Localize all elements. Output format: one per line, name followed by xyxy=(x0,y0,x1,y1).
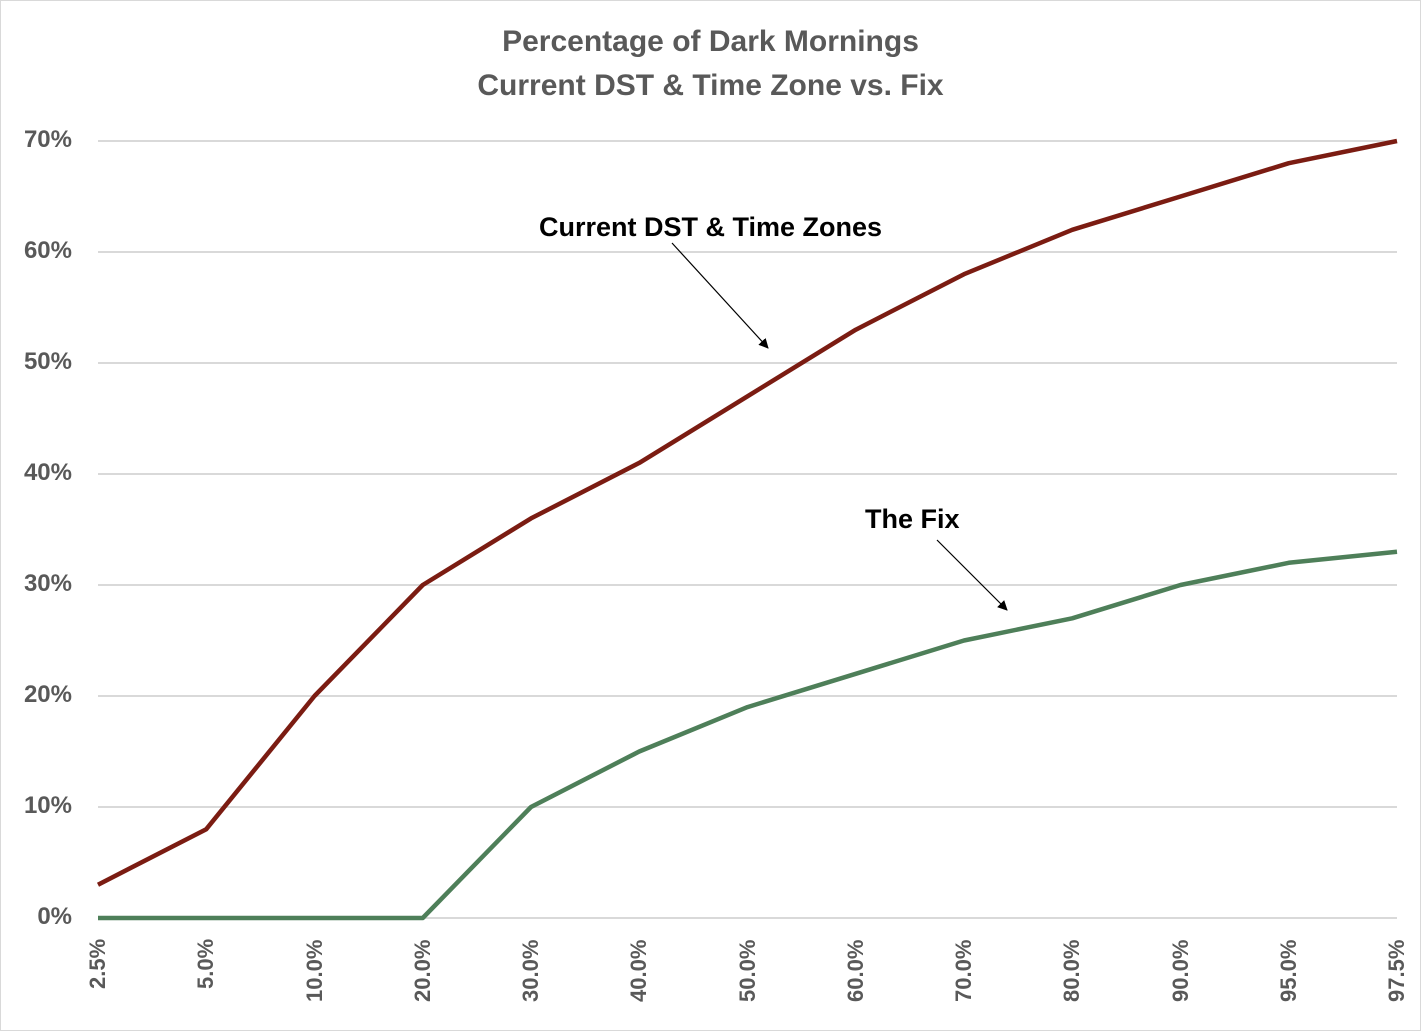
gridlines xyxy=(98,140,1397,919)
y-tick-label: 10% xyxy=(23,792,72,819)
annotation-arrow-fix xyxy=(936,539,1008,611)
y-tick-label: 60% xyxy=(23,237,72,264)
x-tick-label: 90.0% xyxy=(1167,939,1193,1002)
chart-title: Percentage of Dark Mornings xyxy=(502,25,919,58)
x-tick-label: 97.5% xyxy=(1384,939,1409,1002)
annotation-current-dst: Current DST & Time Zones xyxy=(539,212,883,242)
y-tick-label: 50% xyxy=(23,348,72,375)
annotation-arrow-current xyxy=(671,242,769,349)
x-tick-label: 60.0% xyxy=(842,939,868,1002)
y-tick-label: 70% xyxy=(23,126,72,153)
y-tick-label: 30% xyxy=(23,570,72,597)
annotation-the-fix: The Fix xyxy=(865,504,960,534)
y-tick-label: 40% xyxy=(23,459,72,486)
series-line xyxy=(98,549,1398,921)
series-lines xyxy=(96,138,1398,921)
x-tick-label: 70.0% xyxy=(951,939,976,1002)
series-line xyxy=(96,138,1398,887)
x-tick-label: 50.0% xyxy=(734,939,760,1002)
x-tick-label: 95.0% xyxy=(1275,939,1301,1002)
x-tick-label: 40.0% xyxy=(626,939,652,1002)
x-tick-label: 30.0% xyxy=(518,939,543,1002)
x-tick-label: 20.0% xyxy=(409,939,435,1002)
x-tick-label: 80.0% xyxy=(1059,939,1085,1002)
x-tick-label: 2.5% xyxy=(85,938,110,989)
chart-subtitle: Current DST & Time Zone vs. Fix xyxy=(477,69,944,102)
y-tick-label: 20% xyxy=(23,681,72,708)
x-tick-label: 10.0% xyxy=(301,939,327,1002)
x-tick-label: 5.0% xyxy=(193,938,219,989)
y-tick-label: 0% xyxy=(37,903,72,930)
